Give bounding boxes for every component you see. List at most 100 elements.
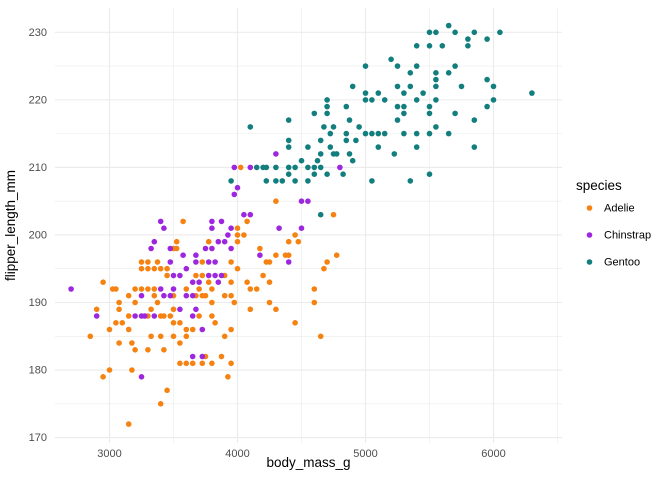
data-point xyxy=(369,130,375,137)
data-point xyxy=(426,171,433,177)
data-point xyxy=(193,306,199,313)
data-point xyxy=(244,218,250,225)
data-point xyxy=(164,272,170,279)
data-point xyxy=(311,164,318,171)
data-point xyxy=(183,360,190,367)
data-point xyxy=(317,333,324,340)
data-point xyxy=(193,259,199,265)
data-point xyxy=(497,29,503,36)
data-point xyxy=(298,157,305,164)
data-point xyxy=(209,245,215,252)
data-point xyxy=(228,259,234,265)
data-point xyxy=(148,245,154,252)
data-point xyxy=(490,97,497,103)
data-point xyxy=(273,306,279,313)
data-point xyxy=(177,306,183,313)
data-point xyxy=(426,29,433,36)
data-point xyxy=(183,333,190,340)
data-point xyxy=(362,90,369,96)
data-point xyxy=(106,326,113,333)
legend-key-dot xyxy=(586,205,593,211)
data-point xyxy=(311,299,318,306)
data-point xyxy=(164,265,170,272)
data-point xyxy=(369,97,375,103)
data-point xyxy=(138,292,145,299)
data-point xyxy=(199,360,206,367)
y-tick-label: 210 xyxy=(29,162,47,174)
data-point xyxy=(285,259,292,265)
data-point xyxy=(234,238,241,245)
data-point xyxy=(452,29,458,36)
data-point xyxy=(199,272,206,279)
data-point xyxy=(93,313,100,319)
data-point xyxy=(209,299,215,306)
data-point xyxy=(285,252,292,258)
data-point xyxy=(138,286,145,292)
data-point xyxy=(401,130,407,137)
data-point xyxy=(189,360,196,367)
data-point xyxy=(170,286,177,292)
data-point xyxy=(212,259,218,265)
data-point xyxy=(183,292,190,299)
data-point xyxy=(225,232,231,238)
data-point xyxy=(394,83,401,90)
data-point xyxy=(215,279,222,286)
data-point xyxy=(253,164,260,171)
data-point xyxy=(173,238,180,245)
data-point xyxy=(305,198,311,204)
data-point xyxy=(151,313,158,319)
data-point xyxy=(241,211,247,218)
data-point xyxy=(151,265,158,272)
data-point xyxy=(292,320,298,326)
data-point xyxy=(228,225,234,231)
data-point xyxy=(276,225,282,231)
data-point xyxy=(199,353,206,360)
data-point xyxy=(247,211,254,218)
data-point xyxy=(145,265,151,272)
data-point xyxy=(324,259,330,265)
data-point xyxy=(295,238,302,245)
data-point xyxy=(273,178,279,184)
data-point xyxy=(407,70,414,76)
data-point xyxy=(129,367,135,373)
data-point xyxy=(231,164,238,171)
data-point xyxy=(212,272,218,279)
series-gentoo xyxy=(228,22,535,218)
data-point xyxy=(407,83,414,90)
data-point xyxy=(161,292,167,299)
data-point xyxy=(177,340,183,346)
x-tick-label: 6000 xyxy=(481,448,505,460)
data-point xyxy=(458,83,465,90)
data-point xyxy=(228,178,234,184)
data-point xyxy=(381,130,388,137)
data-point xyxy=(138,265,145,272)
data-point xyxy=(221,292,228,299)
data-point xyxy=(234,225,241,231)
data-point xyxy=(433,97,439,103)
data-point xyxy=(202,245,209,252)
data-point xyxy=(202,292,209,299)
data-point xyxy=(241,232,247,238)
data-point xyxy=(273,164,279,171)
data-point xyxy=(420,90,426,96)
data-point xyxy=(305,144,311,150)
data-point xyxy=(257,252,263,258)
data-point xyxy=(263,178,270,184)
x-tick-label: 3000 xyxy=(97,448,121,460)
data-point xyxy=(138,374,145,380)
legend-item-label: Gentoo xyxy=(604,257,640,269)
data-point xyxy=(212,320,218,326)
data-point xyxy=(324,171,330,177)
series-chinstrap xyxy=(68,151,343,380)
data-point xyxy=(161,313,167,319)
data-point xyxy=(311,286,318,292)
data-point xyxy=(151,238,158,245)
data-point xyxy=(413,144,420,150)
data-point xyxy=(333,252,340,258)
data-point xyxy=(157,218,164,225)
data-point xyxy=(170,333,177,340)
data-point xyxy=(138,259,145,265)
data-point xyxy=(529,90,535,96)
data-point xyxy=(157,265,164,272)
